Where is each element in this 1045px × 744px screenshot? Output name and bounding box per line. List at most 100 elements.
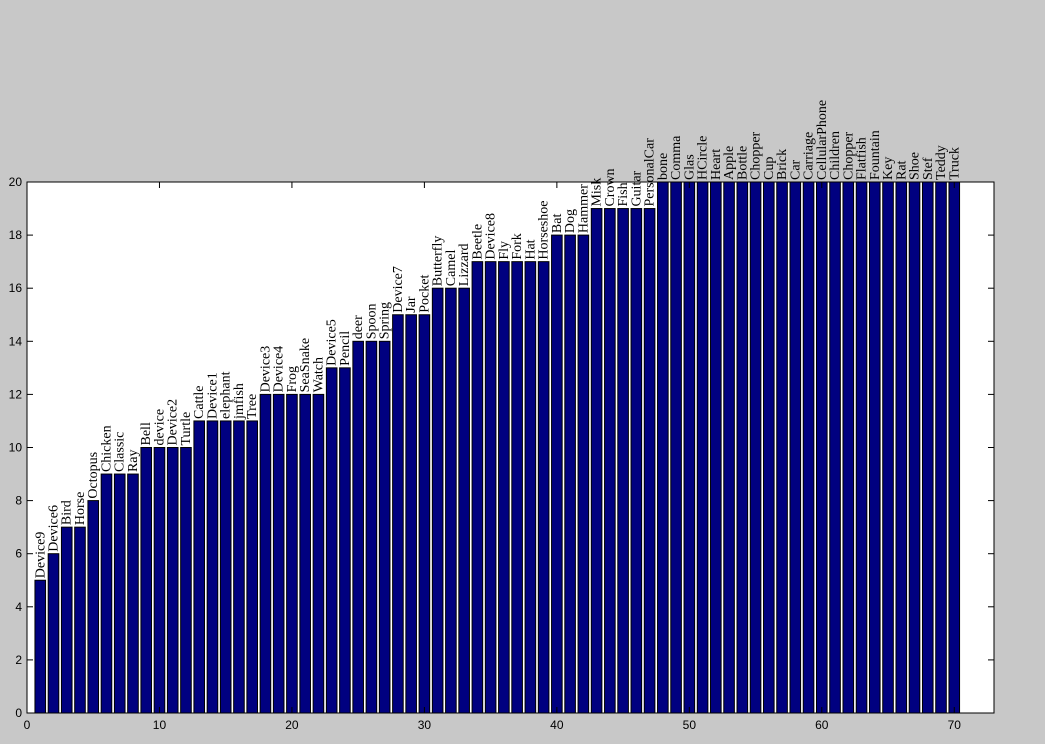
y-tick-label: 0 [15,706,22,720]
bar [696,181,709,714]
bar-label: Apple [722,146,737,180]
bar-label: Jar [404,296,419,313]
x-tick-label: 50 [683,718,697,732]
bar-label: Device9 [33,532,48,579]
bar [776,181,788,714]
bar-label: Watch [311,357,326,392]
bar [193,420,206,714]
bar [272,393,285,714]
bar-label: Spring [378,302,393,339]
bar [140,447,153,714]
bar-label: Device7 [391,266,406,313]
y-tick-label: 8 [15,494,22,508]
bar [325,367,338,714]
bar [312,393,325,714]
bar-label: Misk [590,178,605,207]
bar-label: Rat [894,160,909,180]
x-tick-label: 70 [948,718,962,732]
bar [842,181,855,714]
bar [34,579,47,714]
bar-label: Hat [523,239,538,259]
bar-label: Bat [550,214,565,234]
bar-label: Classic [113,432,128,472]
bar [286,393,298,714]
bar [617,208,629,714]
bar [259,393,272,714]
bar-label: HCircle [696,136,711,180]
bar-label: Cattle [192,386,207,419]
bars-layer [34,181,961,714]
bar [868,181,881,714]
bar-label: Hammer [576,184,591,233]
bar-label: Bell [139,422,154,445]
bar-label: device [152,409,167,446]
bar [153,447,166,714]
bar-label: Glas [682,154,697,180]
bar-label: Pencil [338,331,353,366]
bar-label: Crown [603,168,618,206]
bar-label: Camel [444,250,459,287]
bar [524,261,537,714]
bar-label: Chopper [749,131,764,180]
axes-frame [26,181,995,714]
bar [365,340,378,714]
bar-label: Shoe [908,152,923,180]
bar [378,340,391,714]
bar-label: bone [656,153,671,180]
bar-label: Stef [921,157,936,180]
bar [630,208,643,714]
bar [233,420,245,714]
x-tick-label: 10 [153,718,167,732]
bar [219,420,232,714]
bar-label: Heart [709,149,724,180]
bar [789,181,802,714]
bar [74,526,86,714]
y-tick-label: 2 [15,653,22,667]
bar [643,208,656,714]
bar [431,287,444,714]
bar [604,208,616,714]
bar-labels-layer: Device9Device6BirdHorseOctopusChickenCla… [33,100,962,578]
bar [710,181,722,714]
bar [100,473,113,714]
bar-label: Fountain [868,130,883,180]
bar [551,234,563,714]
bar-label: Fly [497,241,512,260]
bar-label: Carriage [802,132,817,180]
y-tick-label: 14 [9,334,23,348]
bar-label: PersonalCar [643,138,658,207]
bar [246,420,258,714]
bar [127,473,139,714]
bar-label: Horseshoe [537,201,552,260]
bar-label: elephant [219,371,234,419]
bar [590,208,603,714]
bar-label: Pocket [417,275,432,313]
bar-label: Horse [73,492,88,525]
bar-label: Children [828,131,843,180]
bar [60,526,73,714]
bar [908,181,921,714]
x-tick-label: 0 [24,718,31,732]
bar-label: Device4 [272,346,287,393]
bar [736,181,749,714]
bar [113,473,126,714]
bar-label: Fork [510,233,525,259]
bar [749,181,762,714]
bar [816,181,828,714]
x-tick-label: 30 [418,718,432,732]
bar [405,314,417,714]
bar-label: Fish [616,182,631,206]
bar [47,553,60,714]
bar-label: deer [351,315,366,339]
bar-label: Device3 [258,346,273,393]
bar-label: Device6 [46,505,61,552]
bar [855,181,868,714]
bar [829,181,841,714]
bar [166,447,179,714]
bar-label: Turtle [179,412,194,446]
bar-label: Beetle [470,224,485,260]
axes-layer: 0 10 20 30 40 50 60 70 0 2 4 6 8 10 12 14 16 18 20 [9,175,995,732]
bar-label: Butterfly [431,236,446,287]
bar-label: Car [788,159,803,180]
